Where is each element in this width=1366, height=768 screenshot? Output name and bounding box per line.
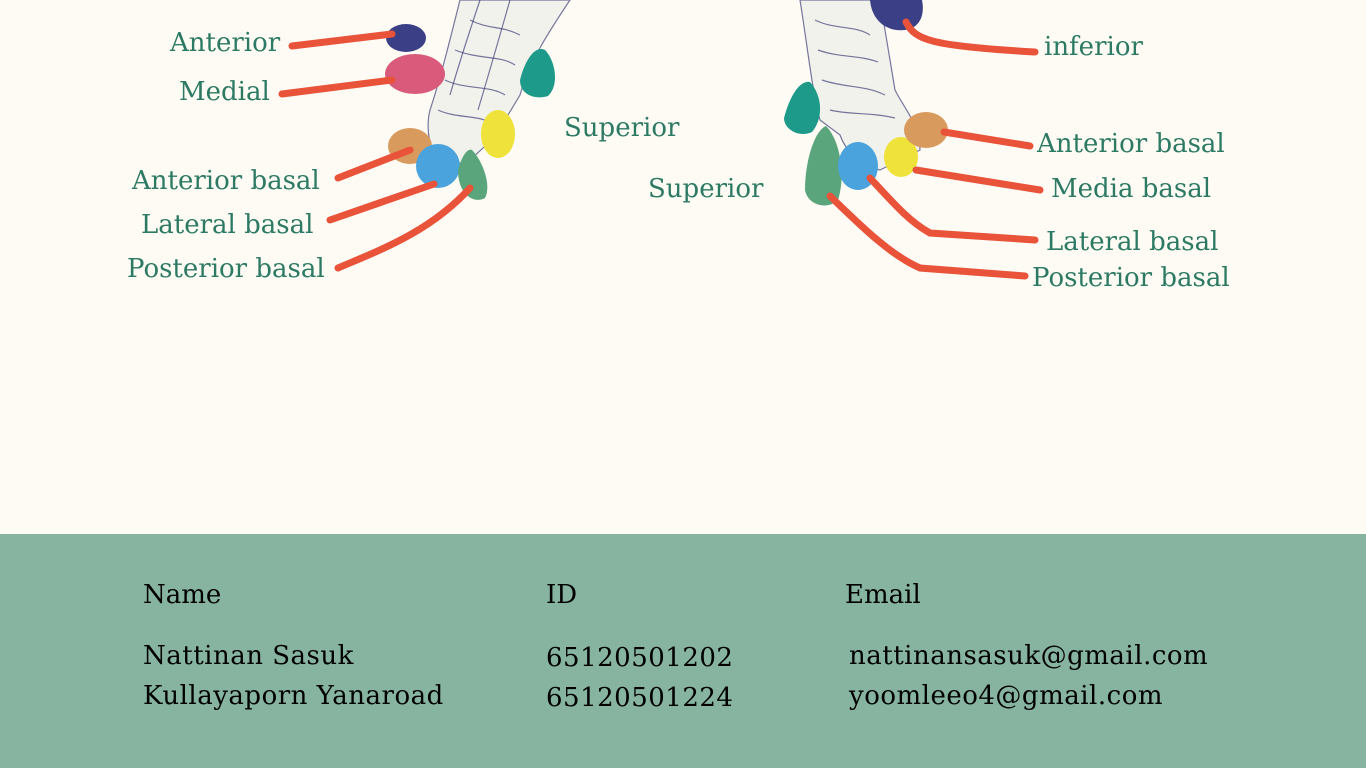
label-right-lateral-basal: Lateral basal [1046,227,1219,257]
left-leader-lines [278,30,474,272]
right-leader-lines [826,18,1044,280]
name-header: Name [143,580,222,610]
left-yellow-segment [481,110,515,158]
right-yellow-segment [884,137,918,177]
person-name: Kullayaporn Yanaroad [143,681,444,711]
label-right-media-basal: Media basal [1051,174,1212,204]
left-superior-segment [520,49,556,98]
id-header: ID [546,580,578,610]
email-header: Email [845,580,921,610]
credits-footer [0,534,1366,768]
right-orange-segment [904,112,948,148]
label-left-anterior-basal: Anterior basal [132,166,320,196]
person-email: nattinansasuk@gmail.com [849,641,1209,671]
label-left-posterior-basal: Posterior basal [127,254,325,284]
label-right-anterior-basal: Anterior basal [1037,129,1225,159]
person-name: Nattinan Sasuk [143,641,354,671]
left-medial-segment [385,54,445,94]
right-green-segment [805,126,842,206]
left-anterior-segment [386,24,426,52]
right-superior-segment [784,81,821,135]
label-left-superior: Superior [564,113,680,143]
left-segment-blobs [385,24,556,200]
person-id: 65120501202 [546,643,734,673]
label-left-medial: Medial [179,77,270,107]
label-right-superior: Superior [648,174,764,204]
label-left-lateral-basal: Lateral basal [141,210,314,240]
right-bronchus-illustration [799,0,921,171]
label-right-inferior: inferior [1044,32,1143,62]
label-right-posterior-basal: Posterior basal [1032,263,1230,293]
person-id: 65120501224 [546,683,734,713]
person-email: yoomleeo4@gmail.com [849,681,1163,711]
left-lateral-basal-segment [416,144,460,188]
left-posterior-basal-segment [458,149,488,200]
label-left-anterior: Anterior [170,28,281,58]
bronchial-segments-diagram [278,0,1044,280]
